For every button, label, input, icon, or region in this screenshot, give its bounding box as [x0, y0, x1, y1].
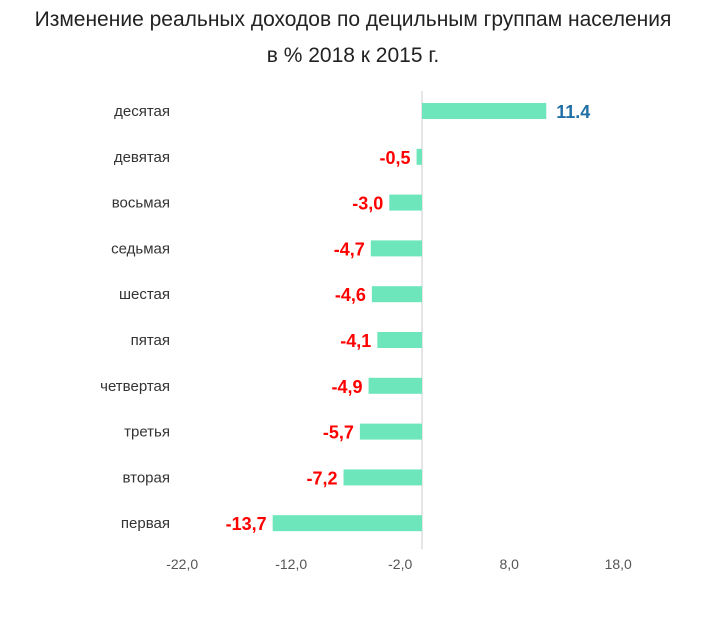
x-tick-label: -2,0 — [388, 556, 412, 572]
data-label: -4,6 — [335, 285, 366, 305]
bar — [359, 423, 422, 440]
data-label: -3,0 — [352, 194, 383, 214]
category-label: восьмая — [112, 195, 170, 212]
chart-subtitle: в % 2018 к 2015 г. — [266, 44, 440, 67]
data-label: -4,1 — [340, 331, 371, 351]
bar — [370, 240, 422, 257]
chart-title: Изменение реальных доходов по децильным … — [34, 8, 672, 31]
category-label: пятая — [131, 332, 170, 349]
x-tick-label: -12,0 — [275, 556, 307, 572]
category-label: десятая — [114, 103, 170, 120]
data-label: -4,7 — [334, 239, 365, 259]
x-tick-label: -22,0 — [166, 556, 198, 572]
category-label: шестая — [119, 286, 170, 303]
data-label: 11.4 — [556, 102, 590, 122]
bar — [371, 286, 422, 303]
bar — [377, 332, 422, 348]
x-tick-label: 18,0 — [605, 556, 632, 572]
bar — [272, 515, 422, 532]
plot-area: десятая 11.4 девятая -0,5 восьмая -3,0 седьмая… — [100, 91, 632, 572]
bar — [416, 148, 422, 165]
category-label: вторая — [123, 469, 171, 486]
data-label: -13,7 — [226, 514, 267, 534]
category-label: четвертая — [100, 378, 170, 395]
category-label: девятая — [114, 149, 170, 166]
data-label: -7,2 — [306, 468, 337, 488]
bar — [343, 469, 422, 486]
category-label: седьмая — [111, 240, 170, 257]
data-label: -4,9 — [332, 377, 363, 397]
category-label: третья — [124, 424, 170, 441]
data-label: -5,7 — [323, 423, 354, 443]
data-label: -0,5 — [380, 148, 411, 168]
x-tick-label: 8,0 — [499, 556, 519, 572]
bar — [422, 103, 547, 119]
category-label: первая — [121, 515, 170, 532]
bar — [389, 194, 422, 211]
bar — [368, 377, 422, 394]
